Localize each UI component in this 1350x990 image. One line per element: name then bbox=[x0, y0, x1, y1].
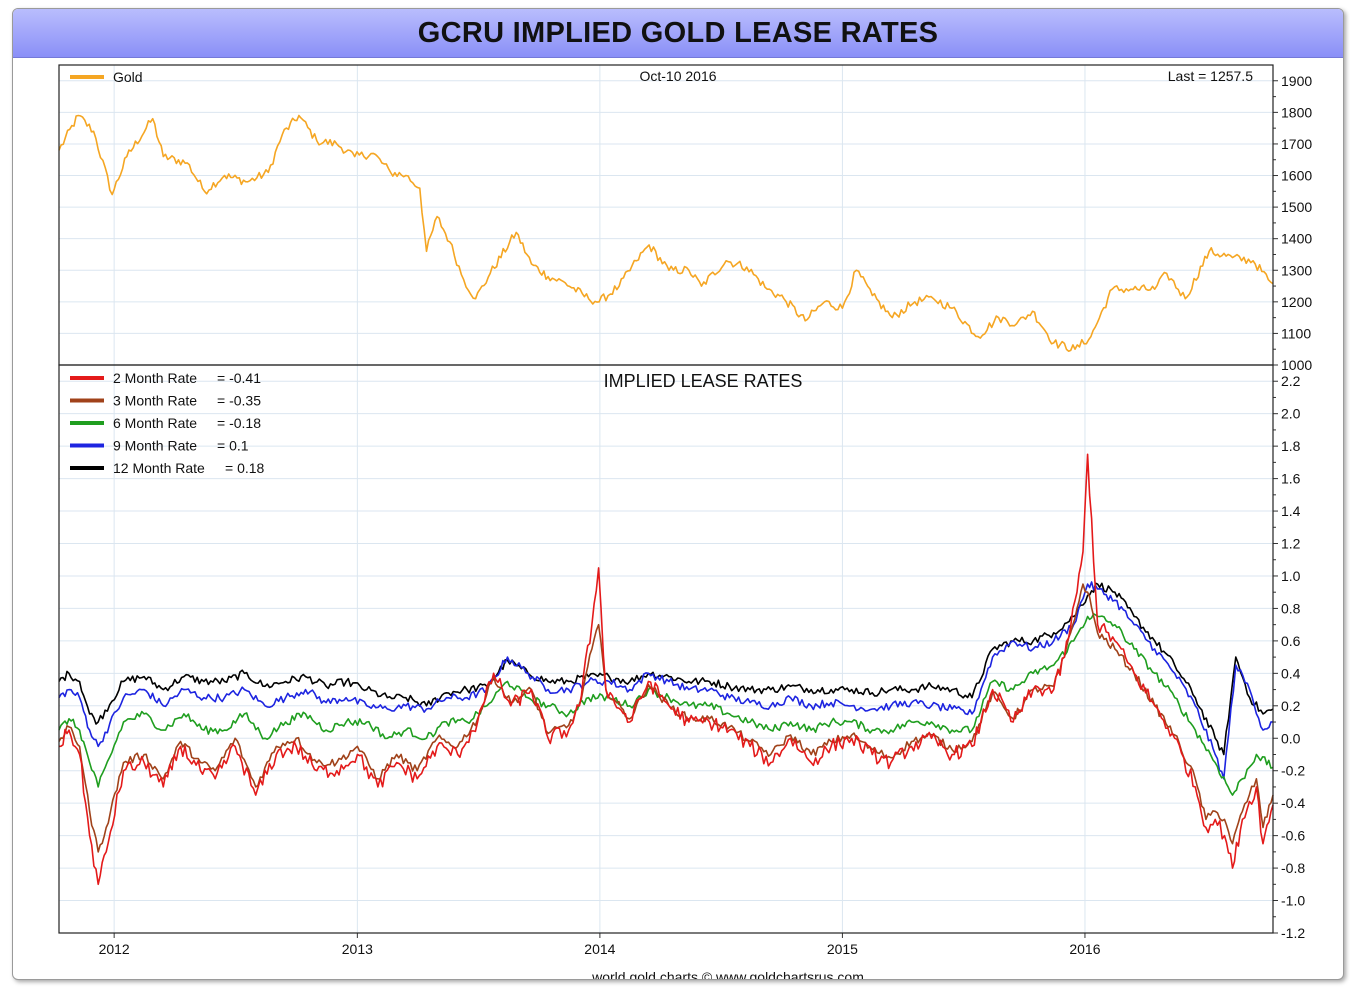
gold-y-tick-label: 1800 bbox=[1281, 104, 1312, 120]
lease-y-tick-label: 2.2 bbox=[1281, 373, 1301, 389]
gold-y-tick-label: 1600 bbox=[1281, 168, 1312, 184]
lease-legend-value: = 0.18 bbox=[225, 460, 265, 476]
lease-y-tick-label: 0.4 bbox=[1281, 665, 1301, 681]
lease-y-tick-label: 1.2 bbox=[1281, 536, 1301, 552]
gold-legend-label: Gold bbox=[113, 69, 143, 85]
lease-legend-value: = -0.18 bbox=[217, 415, 261, 431]
lease-legend-label: 2 Month Rate bbox=[113, 370, 197, 386]
date-label: Oct-10 2016 bbox=[639, 68, 716, 84]
lease-y-tick-label: 0.6 bbox=[1281, 633, 1301, 649]
lease-y-tick-label: -0.6 bbox=[1281, 828, 1305, 844]
lease-y-tick-label: 2.0 bbox=[1281, 406, 1301, 422]
x-tick-label: 2015 bbox=[827, 941, 858, 957]
lease-y-tick-label: 1.8 bbox=[1281, 438, 1301, 454]
lease-legend-value: = -0.35 bbox=[217, 393, 261, 409]
gold-y-tick-label: 1500 bbox=[1281, 199, 1312, 215]
chart-title: GCRU IMPLIED GOLD LEASE RATES bbox=[417, 17, 939, 49]
gold-y-tick-label: 1900 bbox=[1281, 73, 1312, 89]
lease-6m-line bbox=[58, 613, 1274, 796]
lease-y-tick-label: -0.8 bbox=[1281, 860, 1305, 876]
x-tick-label: 2012 bbox=[99, 941, 130, 957]
lease-panel-title: IMPLIED LEASE RATES bbox=[604, 371, 803, 391]
lease-y-tick-label: 0.0 bbox=[1281, 730, 1301, 746]
chart-svg: 1900 1800 1700 1600 1500 1400 1300 1200 1100 1000… bbox=[58, 64, 1312, 957]
gold-y-tick-label: 1300 bbox=[1281, 262, 1312, 278]
chart-frame: GCRU IMPLIED GOLD LEASE RATES 1900 1800 17… bbox=[12, 8, 1344, 980]
lease-y-tick-label: -1.0 bbox=[1281, 893, 1305, 909]
x-tick-label: 2014 bbox=[584, 941, 615, 957]
lease-legend-label: 12 Month Rate bbox=[113, 460, 205, 476]
lease-legend-label: 9 Month Rate bbox=[113, 438, 197, 454]
lease-panel-border bbox=[58, 364, 1274, 934]
x-tick-label: 2016 bbox=[1069, 941, 1100, 957]
lease-legend-label: 3 Month Rate bbox=[113, 393, 197, 409]
lease-y-tick-label: 1.4 bbox=[1281, 503, 1301, 519]
gold-y-tick-label: 1700 bbox=[1281, 136, 1312, 152]
lease-9m-line bbox=[58, 581, 1274, 780]
x-tick-label: 2013 bbox=[342, 941, 373, 957]
lease-y-tick-label: -0.4 bbox=[1281, 795, 1305, 811]
last-value-label: Last = 1257.5 bbox=[1168, 68, 1253, 84]
lease-2m-line bbox=[58, 453, 1274, 886]
lease-panel-bg bbox=[59, 365, 1273, 933]
lease-y-tick-label: 0.8 bbox=[1281, 600, 1301, 616]
lease-legend-value: = -0.41 bbox=[217, 370, 261, 386]
gold-y-tick-label: 1100 bbox=[1281, 325, 1311, 341]
gold-panel-bg bbox=[59, 65, 1273, 365]
gold-price-line bbox=[58, 114, 1274, 352]
lease-y-tick-label: -1.2 bbox=[1281, 925, 1305, 941]
lease-y-tick-label: -0.2 bbox=[1281, 763, 1305, 779]
gold-y-tick-label: 1400 bbox=[1281, 231, 1312, 247]
gold-y-tick-label: 1000 bbox=[1281, 357, 1312, 373]
lease-3m-line bbox=[58, 583, 1274, 853]
title-bar bbox=[13, 9, 1343, 58]
lease-y-tick-label: 1.0 bbox=[1281, 568, 1301, 584]
lease-legend-label: 6 Month Rate bbox=[113, 415, 197, 431]
lease-y-tick-label: 0.2 bbox=[1281, 698, 1301, 714]
footer-credit: world gold charts © www.goldchartsrus.co… bbox=[592, 969, 864, 980]
lease-y-tick-label: 1.6 bbox=[1281, 471, 1301, 487]
gold-y-tick-label: 1200 bbox=[1281, 294, 1312, 310]
lease-12m-line bbox=[58, 582, 1274, 756]
lease-legend-value: = 0.1 bbox=[217, 438, 249, 454]
